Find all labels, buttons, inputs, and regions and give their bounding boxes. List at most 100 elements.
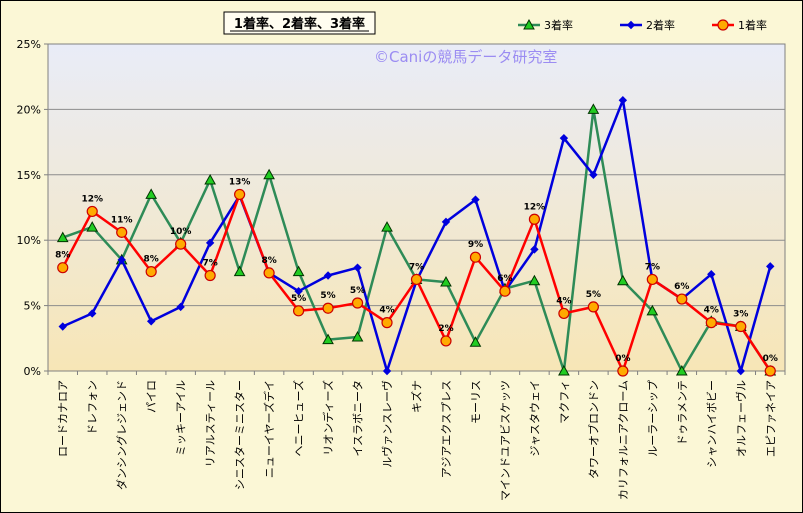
data-label: 7%: [202, 259, 217, 269]
data-label: 0%: [763, 354, 778, 364]
data-point: [675, 364, 688, 376]
category-label: リオンディーズ: [321, 380, 335, 456]
data-label: 8%: [261, 256, 276, 266]
y-tick-label: 10%: [17, 234, 41, 247]
legend-label: 1着率: [738, 18, 767, 32]
data-label: 11%: [111, 215, 133, 225]
data-point: [86, 205, 98, 218]
data-point: [116, 226, 128, 238]
x-axis: ロードカナロア ドレフォン ダンシングレジェンド パイロ ミッキーアイル リアルスティール…: [47, 371, 786, 501]
data-point: [233, 265, 246, 277]
category-label: キズナ: [410, 380, 424, 413]
data-point: [558, 364, 570, 376]
data-label: 4%: [704, 306, 719, 316]
category-label: モーリス: [469, 380, 482, 424]
data-point: [618, 96, 628, 105]
data-point: [322, 302, 334, 314]
data-point: [205, 238, 215, 248]
legend-item: 1着率: [712, 18, 767, 32]
data-point: [145, 265, 157, 278]
legend-item: 3着率: [518, 18, 573, 32]
category-label: パイロ: [145, 380, 158, 413]
data-point: [440, 276, 452, 287]
data-point: [735, 320, 747, 333]
data-label: 12%: [524, 202, 546, 212]
data-label: 6%: [674, 282, 689, 292]
data-point: [617, 365, 629, 377]
data-point: [717, 19, 729, 31]
data-point: [381, 221, 393, 232]
data-point: [676, 293, 688, 305]
y-tick-label: 25%: [17, 38, 41, 51]
data-point: [353, 263, 362, 272]
data-point: [56, 231, 69, 243]
data-point: [764, 365, 776, 377]
data-label: 5%: [320, 291, 335, 301]
data-point: [589, 170, 598, 180]
y-axis: 0% 5% 10% 15% 20% 25%: [17, 38, 48, 378]
data-label: 10%: [170, 227, 192, 237]
series-layer: [56, 96, 777, 377]
data-point: [263, 267, 275, 279]
data-point: [469, 251, 482, 263]
category-label: マクフィ: [558, 380, 571, 424]
data-label: 5%: [586, 290, 601, 300]
data-label: 5%: [291, 294, 306, 304]
data-label: 12%: [81, 194, 103, 204]
data-point: [707, 270, 716, 279]
data-label-layer: 8% 12% 11% 8% 10% 7% 13% 8% 5% 5% 5% 4% 7% 2% 9% 6% 12% 4…: [55, 177, 778, 364]
data-label: 6%: [497, 274, 512, 284]
data-point: [146, 317, 156, 326]
category-label: マインドユアビスケッツ: [499, 380, 512, 501]
legend-item: 2着率: [620, 18, 675, 32]
data-point: [530, 245, 539, 254]
category-label: エピファネイア: [764, 380, 777, 457]
category-label: オルフェーヴル: [734, 380, 748, 457]
data-point: [705, 317, 717, 329]
data-point: [523, 18, 535, 30]
data-label: 8%: [55, 251, 70, 261]
category-label: ドレフォン: [86, 380, 99, 435]
data-point: [175, 238, 187, 250]
category-label: イスラボニータ: [352, 380, 365, 457]
data-point: [617, 274, 629, 286]
data-point: [292, 305, 305, 317]
data-label: 8%: [144, 255, 159, 265]
data-label: 3%: [733, 310, 748, 320]
y-tick-label: 15%: [17, 169, 41, 182]
chart-title-box: 1着率、2着率、3着率: [223, 11, 376, 35]
data-label: 0%: [615, 354, 630, 364]
legend-label: 2着率: [646, 18, 675, 32]
data-point: [646, 304, 659, 316]
data-point: [382, 366, 392, 376]
data-label: 2%: [438, 324, 453, 334]
category-label: ニューイヤーズデイ: [262, 380, 276, 478]
data-point: [736, 366, 745, 376]
data-point: [440, 335, 452, 347]
data-point: [469, 336, 482, 347]
data-label: 13%: [229, 177, 251, 187]
data-point: [58, 322, 67, 331]
data-point: [176, 302, 185, 312]
legend-label: 3着率: [544, 18, 573, 32]
data-point: [441, 217, 451, 227]
data-point: [587, 301, 599, 313]
data-label: 4%: [556, 296, 571, 306]
category-label: ルーラーシップ: [646, 380, 659, 457]
y-tick-label: 20%: [17, 103, 41, 116]
category-label: シャンハイボビー: [705, 380, 718, 468]
gridlines: [48, 108, 785, 307]
data-label: 9%: [468, 240, 483, 250]
data-point: [558, 307, 570, 320]
data-label: 7%: [645, 262, 660, 272]
category-label: シニスターミニスター: [234, 380, 247, 490]
legend: 3着率 2着率 1着率: [518, 18, 767, 32]
data-point: [292, 265, 305, 277]
category-label: ミッキーアイル: [175, 380, 188, 456]
data-point: [528, 213, 541, 225]
series-1着率: [57, 188, 776, 377]
category-label: ジャスタウェイ: [528, 380, 541, 456]
data-point: [410, 273, 423, 286]
data-label: 7%: [409, 262, 424, 272]
